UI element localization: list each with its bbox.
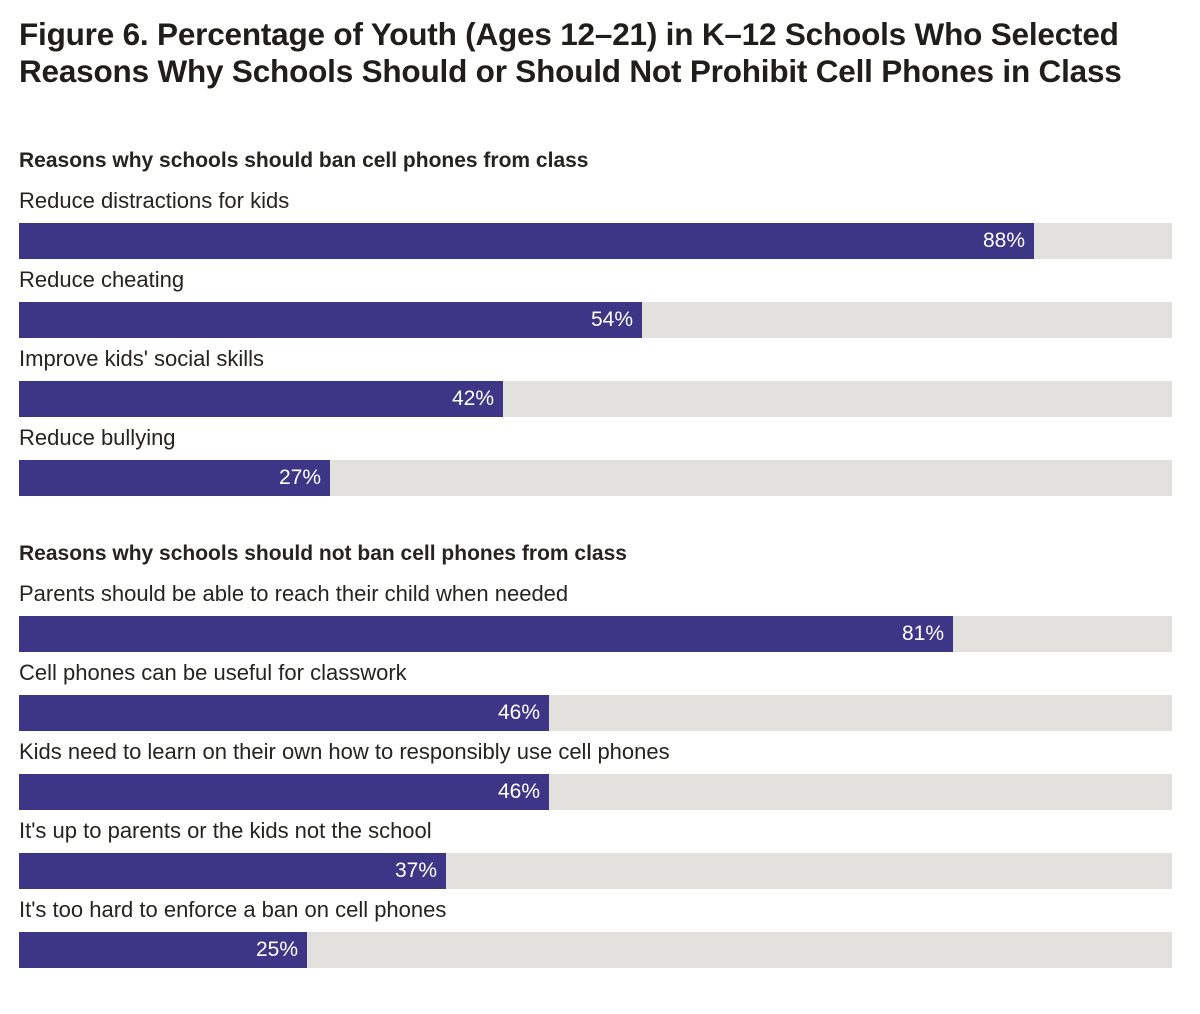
bar xyxy=(19,223,1034,259)
bar-category-label: Kids need to learn on their own how to r… xyxy=(19,739,670,764)
bar-value-label: 42% xyxy=(451,387,494,410)
bar-track: 25% xyxy=(19,932,1172,968)
bar xyxy=(19,381,503,417)
figure-title-line-2: Reasons Why Schools Should or Should Not… xyxy=(19,53,1122,89)
section-heading: Reasons why schools should ban cell phon… xyxy=(19,149,589,172)
bar-value-label: 37% xyxy=(394,859,437,882)
bar-category-label: It's up to parents or the kids not the s… xyxy=(19,818,432,843)
bar-track: 37% xyxy=(19,853,1172,889)
bar xyxy=(19,302,642,338)
bar-value-label: 54% xyxy=(590,308,633,331)
bar-track: 27% xyxy=(19,460,1172,496)
bar-category-label: Parents should be able to reach their ch… xyxy=(19,581,569,606)
bar-value-label: 88% xyxy=(982,229,1025,252)
bar-track: 42% xyxy=(19,381,1172,417)
bar-category-label: Reduce distractions for kids xyxy=(19,188,290,213)
bar-track: 54% xyxy=(19,302,1172,338)
bar xyxy=(19,616,953,652)
bar-track: 88% xyxy=(19,223,1172,259)
bar-category-label: Improve kids' social skills xyxy=(19,346,265,371)
section-heading: Reasons why schools should not ban cell … xyxy=(19,542,627,565)
bar-category-label: Reduce cheating xyxy=(19,267,185,292)
bar xyxy=(19,460,330,496)
bar-track: 46% xyxy=(19,695,1172,731)
bar-value-label: 27% xyxy=(278,466,321,489)
bar-value-label: 46% xyxy=(497,701,540,724)
figure-title: Figure 6. Percentage of Youth (Ages 12–2… xyxy=(19,16,1189,90)
bar xyxy=(19,932,307,968)
bar-category-label: It's too hard to enforce a ban on cell p… xyxy=(19,897,447,922)
bar-category-label: Reduce bullying xyxy=(19,425,176,450)
bar-track: 46% xyxy=(19,774,1172,810)
bar xyxy=(19,853,446,889)
figure-title-line-1: Figure 6. Percentage of Youth (Ages 12–2… xyxy=(19,16,1119,52)
bar-track: 81% xyxy=(19,616,1172,652)
bar-value-label: 25% xyxy=(255,938,298,961)
bar-value-label: 81% xyxy=(901,622,944,645)
bar-category-label: Cell phones can be useful for classwork xyxy=(19,660,407,685)
bar-value-label: 46% xyxy=(497,780,540,803)
bar xyxy=(19,695,549,731)
bar xyxy=(19,774,549,810)
